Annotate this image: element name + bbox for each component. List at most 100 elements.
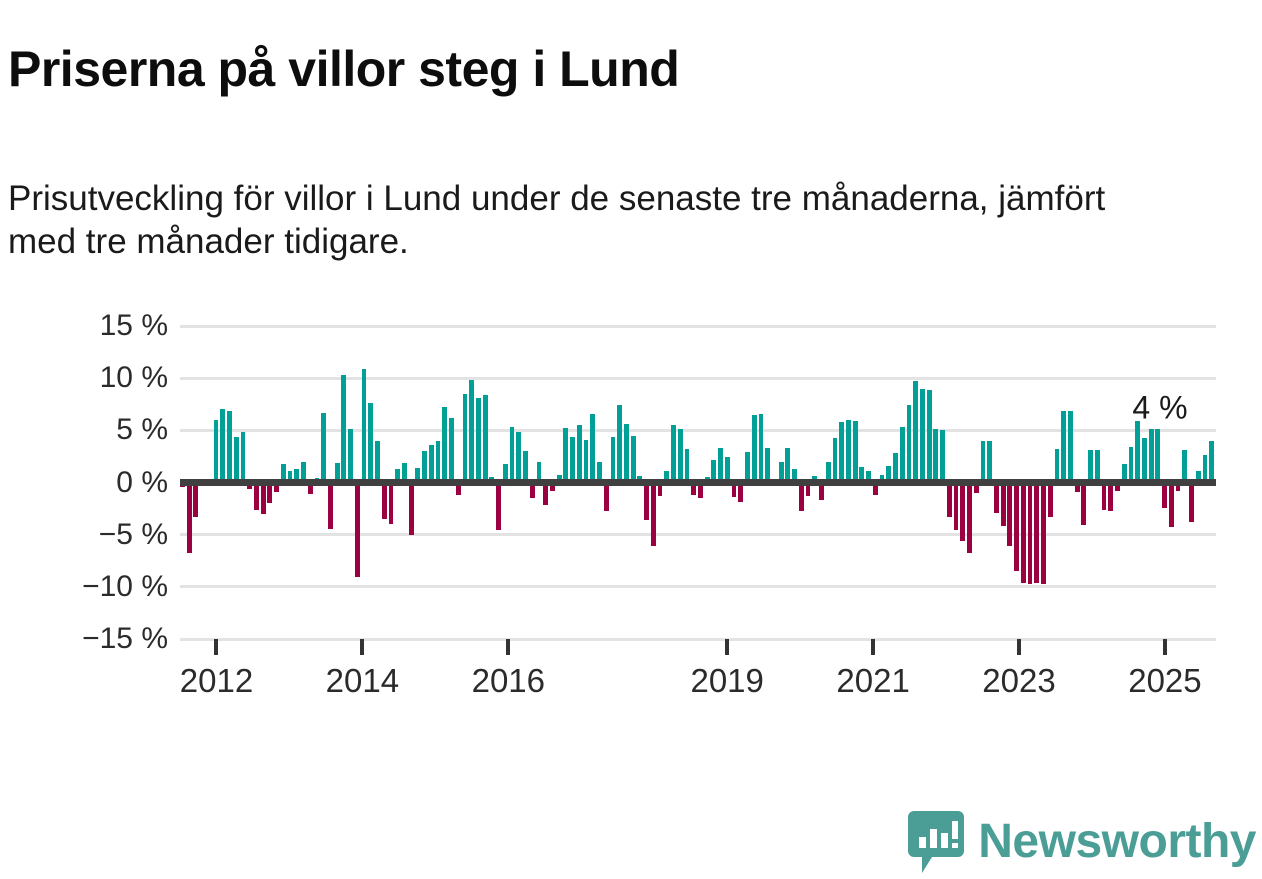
axis-baseline [180,637,1216,641]
bar [1007,482,1013,547]
x-axis-tick [214,639,219,655]
bar [556,475,562,483]
bar [267,482,273,504]
bar [1148,429,1154,483]
bar [422,451,427,483]
bar [664,471,670,483]
bar-chart-speech-bubble-icon [908,811,965,873]
bar [832,437,838,483]
bar [1027,482,1033,584]
bar [765,448,771,483]
bar [523,451,528,483]
bar [650,482,656,547]
bar [745,452,750,483]
bar [213,419,219,483]
bar [227,410,232,483]
bar [240,432,246,483]
bar [940,430,945,483]
bar [906,405,912,483]
bar [570,436,575,483]
bar [301,461,306,483]
bar [933,429,939,483]
bar [334,462,340,483]
bar [428,444,434,483]
bar [899,427,905,483]
zero-axis-line [180,479,1216,486]
bar [1168,482,1174,528]
bar [509,427,515,483]
brand-name: Newsworthy [978,815,1256,868]
bar [348,429,353,483]
bar [1209,440,1215,483]
bar [1162,482,1167,508]
bar [1034,482,1040,583]
bar [980,440,986,483]
bar [852,420,858,483]
bar [872,482,878,496]
bar [973,482,979,493]
bar [469,380,475,483]
bar [233,436,239,483]
plot-area: 4 % [180,324,1216,641]
bar [953,482,959,531]
bar [859,466,865,483]
y-axis-tick-label: 5 % [116,413,168,447]
bar [711,459,717,483]
bar [435,440,441,483]
x-axis-tick-label: 2023 [982,662,1056,699]
bar [792,468,797,483]
bar [846,419,851,483]
x-axis-tick-label: 2014 [325,662,400,699]
y-axis-tick-label: 0 % [116,465,168,499]
x-axis-tick [506,639,511,655]
bar [449,417,454,483]
bar [550,482,555,491]
bar [368,403,374,483]
bar [684,449,690,483]
bar [644,482,649,521]
gridline [180,376,1216,380]
x-axis-tick-label: 2016 [471,662,546,699]
y-axis-tick-label: 15 % [99,309,168,342]
gridline [180,533,1216,537]
x-axis-tick-label: 2012 [179,662,254,699]
bar [260,482,266,514]
bar [1115,482,1120,491]
bar [1094,450,1100,483]
bar [731,482,737,498]
bar [408,482,414,535]
bar [1014,482,1019,572]
bar [886,465,892,483]
newsworthy-logo: Newsworthy [908,811,1256,873]
bar [1081,482,1087,526]
bar [1068,410,1073,483]
bar [698,482,703,499]
bar [724,457,730,483]
bar [476,397,481,483]
bar [610,436,616,483]
bar [1074,482,1080,492]
bar [677,429,683,483]
bar [590,413,596,483]
bar [402,462,407,483]
bar [496,482,501,531]
bar [462,393,468,483]
y-axis-tick-label: 10 % [99,361,168,395]
bar [738,482,744,503]
bar [630,435,636,483]
bar [381,482,387,520]
bar [893,453,898,483]
bar [193,482,199,517]
bar [879,475,885,483]
bar [1020,482,1026,583]
bar [341,375,347,483]
bar [1088,450,1093,483]
bar [375,440,380,483]
bar [597,461,602,483]
bar [1061,410,1067,483]
bar [361,368,367,483]
bar [946,482,952,517]
bar [617,405,623,483]
bar [798,482,804,511]
bar [388,482,394,525]
